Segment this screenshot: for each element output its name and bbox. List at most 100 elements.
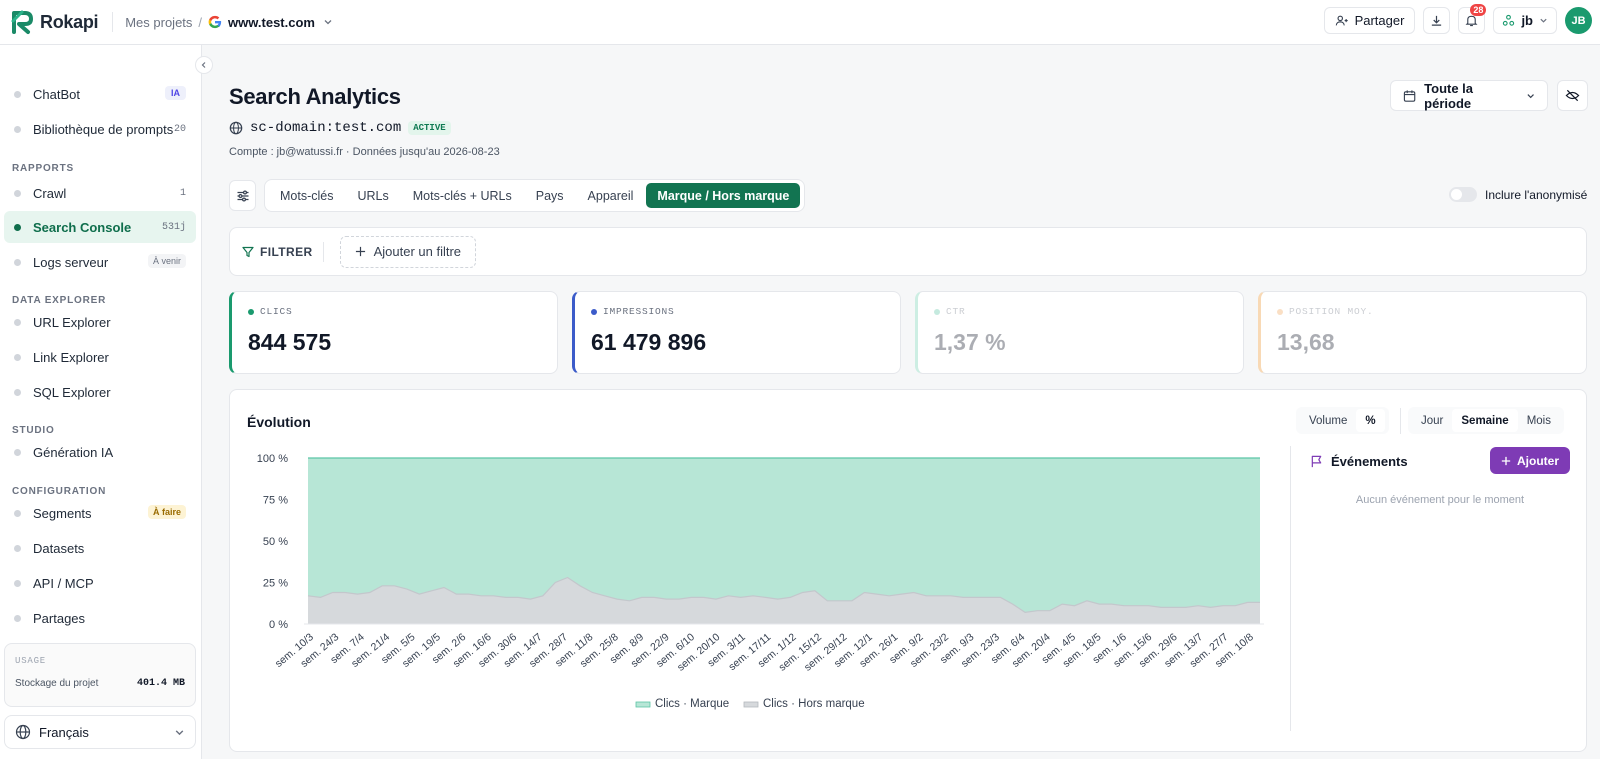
- plus-icon: [355, 246, 365, 257]
- sidebar-item-label: Génération IA: [33, 444, 114, 460]
- site-selector[interactable]: www.test.com: [228, 14, 315, 30]
- language-select[interactable]: Français: [4, 715, 196, 749]
- toggle-switch[interactable]: [1449, 187, 1477, 202]
- sliders-icon: [237, 189, 248, 202]
- count-badge: 1: [179, 187, 186, 199]
- add-filter-button[interactable]: Ajouter un filtre: [339, 235, 477, 268]
- tab-keywords-urls[interactable]: Mots-clés + URLs: [412, 188, 512, 203]
- download-button[interactable]: [1423, 7, 1451, 34]
- app-name: Rokapi: [40, 11, 99, 32]
- flag-icon: [1311, 455, 1322, 468]
- sidebar-item-crawl[interactable]: Crawl 1: [4, 177, 196, 209]
- tab-brand-nonbrand[interactable]: Marque / Hors marque: [646, 183, 801, 208]
- y-tick-label: 25 %: [263, 578, 288, 590]
- sidebar-item-api-mcp[interactable]: API / MCP: [4, 567, 196, 599]
- kpi-average-position[interactable]: POSITION MOY. 13,68: [1258, 291, 1587, 374]
- kpi-value: 1,37 %: [934, 329, 1006, 355]
- count-badge: 531j: [161, 221, 186, 233]
- mode-percent[interactable]: %: [1356, 409, 1385, 432]
- sidebar-item-label: ChatBot: [33, 86, 80, 102]
- ai-badge: IA: [165, 86, 186, 100]
- bullet-dot: [14, 579, 21, 587]
- sidebar-item-ai-generation[interactable]: Génération IA: [4, 436, 196, 468]
- tab-countries[interactable]: Pays: [535, 188, 564, 203]
- granularity-day[interactable]: Jour: [1421, 414, 1444, 427]
- calendar-icon: [1403, 89, 1416, 102]
- filter-settings-button[interactable]: [229, 180, 256, 211]
- kpi-impressions[interactable]: IMPRESSIONS 61 479 896: [572, 291, 901, 374]
- sidebar-item-shares[interactable]: Partages: [4, 602, 196, 634]
- kpi-value: 61 479 896: [591, 329, 707, 355]
- legend-swatch-marque: [635, 701, 651, 708]
- chevron-down-icon: [175, 729, 184, 735]
- chevron-left-icon: [201, 62, 206, 68]
- page-title: Search Analytics: [229, 84, 401, 109]
- kpi-value: 13,68: [1277, 329, 1335, 355]
- period-select[interactable]: Toute la période: [1390, 80, 1548, 111]
- add-event-label: Ajouter: [1517, 453, 1559, 468]
- avatar[interactable]: JB: [1565, 7, 1592, 34]
- tab-urls[interactable]: URLs: [357, 188, 389, 203]
- kpi-clicks[interactable]: CLICS 844 575: [229, 291, 558, 374]
- tab-keywords[interactable]: Mots-clés: [280, 188, 334, 203]
- add-event-button[interactable]: Ajouter: [1490, 447, 1570, 474]
- sidebar-item-link-explorer[interactable]: Link Explorer: [4, 341, 196, 373]
- sidebar-item-label: Crawl: [33, 185, 67, 201]
- sidebar-item-prompt-library[interactable]: Bibliothèque de prompts 20: [4, 113, 196, 145]
- tab-device[interactable]: Appareil: [587, 188, 634, 203]
- sidebar-item-label: Segments: [33, 505, 92, 521]
- bullet-dot: [14, 125, 21, 133]
- hide-values-button[interactable]: [1557, 80, 1588, 111]
- section-data-explorer-heading: DATA EXPLORER: [12, 295, 107, 306]
- sidebar-item-datasets[interactable]: Datasets: [4, 532, 196, 564]
- kpi-label: CTR: [946, 306, 966, 317]
- collapse-sidebar-button[interactable]: [195, 56, 213, 74]
- todo-badge: À faire: [147, 505, 186, 519]
- funnel-icon: [242, 246, 254, 257]
- events-title: Événements: [1331, 454, 1408, 469]
- sidebar-item-url-explorer[interactable]: URL Explorer: [4, 306, 196, 338]
- granularity-month[interactable]: Mois: [1526, 414, 1551, 427]
- bullet-dot: [14, 353, 21, 361]
- section-configuration-heading: CONFIGURATION: [12, 486, 107, 497]
- legend-label-marque: Clics · Marque: [655, 698, 729, 710]
- y-tick-label: 75 %: [263, 495, 288, 507]
- sidebar-item-search-console[interactable]: Search Console 531j: [4, 211, 196, 243]
- mode-volume[interactable]: Volume: [1309, 414, 1348, 427]
- share-button[interactable]: Partager: [1323, 7, 1416, 34]
- sidebar-item-segments[interactable]: Segments À faire: [4, 497, 196, 529]
- sidebar-item-label: Partages: [33, 610, 86, 626]
- notifications-button[interactable]: 28: [1458, 4, 1487, 34]
- bullet-dot: [14, 388, 21, 396]
- sidebar-item-chatbot[interactable]: ChatBot IA: [4, 78, 196, 110]
- include-anonymized-toggle[interactable]: Inclure l'anonymisé: [1449, 187, 1587, 202]
- notification-count-badge: 28: [1470, 4, 1487, 16]
- divider: [1290, 446, 1291, 731]
- empty-events-message: Aucun événement pour le moment: [1355, 494, 1525, 506]
- status-badge: ACTIVE: [408, 121, 451, 135]
- bullet-dot: [14, 223, 21, 231]
- series-area-marque: [308, 458, 1260, 613]
- download-icon: [1432, 15, 1442, 26]
- storage-label: Stockage du projet: [15, 678, 99, 689]
- legend-dot: [1277, 308, 1283, 315]
- toggle-label: Inclure l'anonymisé: [1485, 187, 1588, 202]
- sidebar-item-sql-explorer[interactable]: SQL Explorer: [4, 376, 196, 408]
- granularity-week[interactable]: Semaine: [1452, 409, 1518, 432]
- app-logo[interactable]: Rokapi: [10, 9, 99, 35]
- divider: [322, 241, 324, 262]
- breadcrumb-projects[interactable]: Mes projets: [125, 14, 193, 30]
- chevron-down-icon[interactable]: [323, 17, 333, 27]
- kpi-ctr[interactable]: CTR 1,37 %: [915, 291, 1244, 374]
- user-short-name: jb: [1521, 13, 1533, 28]
- sidebar-item-label: URL Explorer: [33, 314, 111, 330]
- sidebar-item-server-logs[interactable]: Logs serveur À venir: [4, 246, 196, 278]
- account-info: Compte : jb@watussi.fr · Données jusqu'a…: [229, 146, 500, 158]
- bullet-dot: [14, 318, 21, 326]
- user-menu-button[interactable]: jb: [1493, 7, 1557, 34]
- add-filter-label: Ajouter un filtre: [373, 244, 462, 259]
- workspace-icon: [1503, 14, 1515, 26]
- plus-icon: [1501, 456, 1511, 465]
- sidebar-item-label: Link Explorer: [33, 349, 109, 365]
